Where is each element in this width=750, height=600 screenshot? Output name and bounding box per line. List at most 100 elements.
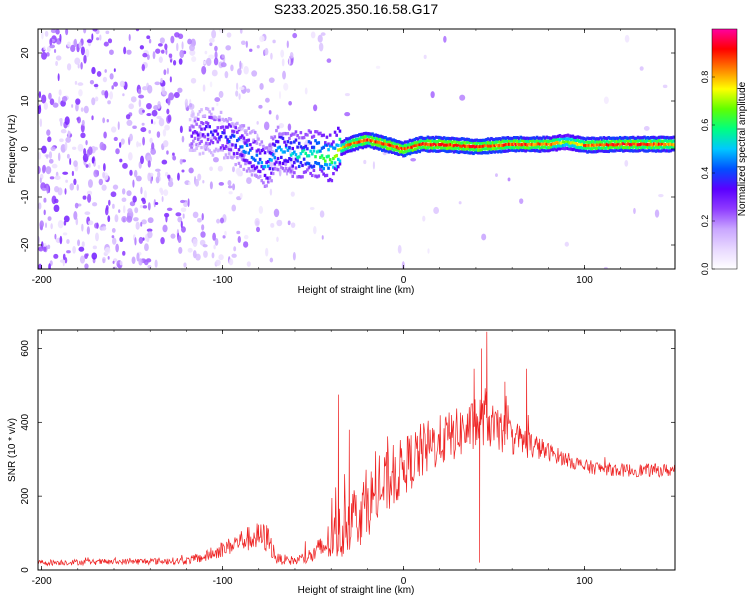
heatmap-cell [288,157,291,161]
heatmap-cell [672,135,675,139]
heatmap-cell [275,167,278,171]
heatmap-cell [579,142,583,146]
heatmap-cell [568,137,571,141]
heatmap-cell [418,140,422,144]
heatmap-cell [563,140,567,144]
heatmap-cell [338,137,342,141]
heatmap-cell [72,146,77,150]
heatmap-cell [216,149,220,153]
heatmap-cell [530,139,534,143]
heatmap-cell [473,150,477,154]
heatmap-cell [178,58,183,65]
heatmap-cell [142,136,145,146]
heatmap-cell [434,135,438,139]
heatmap-cell [455,143,459,147]
heatmap-cell [374,145,378,150]
heatmap-cell [574,148,578,152]
heatmap-cell [483,151,487,155]
heatmap-cell [289,51,294,59]
heatmap-cell [628,145,632,150]
snr-series-line [38,331,675,567]
heatmap-cell [273,208,280,218]
heatmap-cell [312,164,316,168]
heatmap-cell [661,139,664,143]
heatmap-cell [262,181,265,185]
heatmap-cell [586,150,589,154]
heatmap-cell [179,49,185,59]
heatmap-cell [468,147,472,152]
heatmap-cell [203,135,207,139]
heatmap-cell [460,141,464,145]
heatmap-cell [249,161,252,165]
heatmap-cell [490,150,493,155]
heatmap-cell [195,116,198,120]
heatmap-cell [337,157,340,161]
heatmap-cell [530,142,534,146]
heatmap-cell [268,151,272,155]
heatmap-cell [80,123,85,133]
heatmap-cell [493,150,496,154]
heatmap-cell [231,143,234,147]
heatmap-cell [543,142,547,146]
heatmap-cell [534,145,537,150]
heatmap-cell [243,241,249,248]
heatmap-cell [159,37,165,44]
heatmap-cell [552,148,555,152]
heatmap-cell [659,139,663,143]
snr-y-tick-label: 200 [20,487,31,504]
heatmap-cell [565,139,568,143]
heatmap-cell [231,122,234,126]
heatmap-x-tick-label: 100 [576,275,593,286]
heatmap-cell [126,49,132,55]
heatmap-cell [78,89,83,97]
heatmap-cell [579,136,583,140]
heatmap-cell [592,145,596,150]
heatmap-cell [200,127,203,131]
heatmap-cell [524,136,527,141]
heatmap-cell [208,136,215,141]
heatmap-cell [239,135,242,139]
heatmap-cell [605,145,609,149]
heatmap-cell [262,144,265,148]
heatmap-cell [649,139,653,143]
heatmap-cell [475,138,479,142]
heatmap-cell [302,145,306,150]
heatmap-cell [609,142,612,147]
heatmap-cell [576,138,580,142]
heatmap-cell [363,138,366,142]
heatmap-cell [413,150,417,154]
heatmap-cell [166,67,169,75]
heatmap-cell [43,209,46,216]
heatmap-cell [137,88,142,95]
heatmap-cell [382,139,386,143]
heatmap-cell [215,259,221,266]
heatmap-cell [206,137,210,142]
heatmap-cell [633,145,637,149]
heatmap-cell [166,150,169,155]
heatmap-cell [64,141,68,151]
heatmap-cell [545,139,549,143]
heatmap-cell [574,141,578,145]
heatmap-cell [213,244,216,250]
heatmap-cell [633,139,637,143]
heatmap-cell [397,146,400,150]
heatmap-cell [232,166,235,173]
heatmap-cell [649,142,653,146]
heatmap-cell [454,149,457,153]
heatmap-cell [288,100,292,106]
heatmap-cell [246,88,251,93]
heatmap-cell [369,145,373,149]
heatmap-cell [423,145,426,149]
heatmap-cell [148,129,151,134]
heatmap-cell [147,264,152,269]
heatmap-cell [578,139,581,143]
heatmap-cell [439,143,443,147]
heatmap-cell [488,141,492,145]
heatmap-cell [84,263,89,269]
heatmap-cell [74,80,78,85]
heatmap-cell [271,137,275,141]
heatmap-cell [109,73,114,80]
heatmap-cell [364,141,368,145]
heatmap-cell [214,129,218,133]
